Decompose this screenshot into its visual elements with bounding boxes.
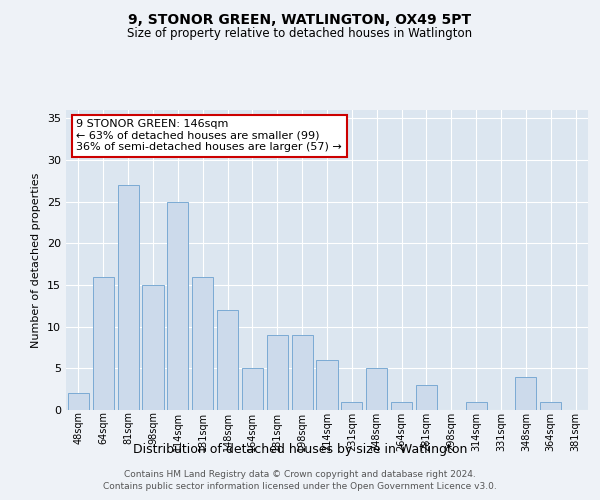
Text: 9 STONOR GREEN: 146sqm
← 63% of detached houses are smaller (99)
36% of semi-det: 9 STONOR GREEN: 146sqm ← 63% of detached… bbox=[76, 119, 342, 152]
Text: 9, STONOR GREEN, WATLINGTON, OX49 5PT: 9, STONOR GREEN, WATLINGTON, OX49 5PT bbox=[128, 12, 472, 26]
Bar bbox=[391, 402, 412, 410]
Text: Contains HM Land Registry data © Crown copyright and database right 2024.: Contains HM Land Registry data © Crown c… bbox=[124, 470, 476, 479]
Bar bbox=[118, 185, 139, 410]
Bar bbox=[217, 310, 238, 410]
Bar bbox=[540, 402, 561, 410]
Bar bbox=[192, 276, 213, 410]
Bar bbox=[93, 276, 114, 410]
Bar bbox=[341, 402, 362, 410]
Bar bbox=[242, 368, 263, 410]
Bar bbox=[142, 285, 164, 410]
Bar bbox=[416, 385, 437, 410]
Text: Contains public sector information licensed under the Open Government Licence v3: Contains public sector information licen… bbox=[103, 482, 497, 491]
Bar bbox=[292, 335, 313, 410]
Bar bbox=[267, 335, 288, 410]
Bar bbox=[466, 402, 487, 410]
Bar bbox=[515, 376, 536, 410]
Text: Distribution of detached houses by size in Watlington: Distribution of detached houses by size … bbox=[133, 442, 467, 456]
Bar bbox=[316, 360, 338, 410]
Y-axis label: Number of detached properties: Number of detached properties bbox=[31, 172, 41, 348]
Bar bbox=[68, 394, 89, 410]
Text: Size of property relative to detached houses in Watlington: Size of property relative to detached ho… bbox=[127, 28, 473, 40]
Bar bbox=[167, 202, 188, 410]
Bar bbox=[366, 368, 387, 410]
